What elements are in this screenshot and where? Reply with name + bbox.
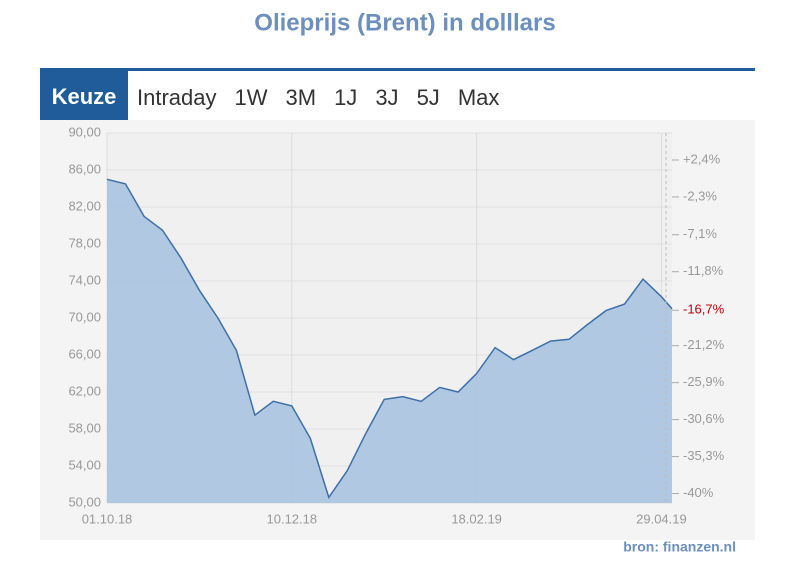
y2-tick-label: -35,3%: [683, 448, 725, 463]
y-tick-label: 90,00: [68, 124, 101, 139]
line: [106, 178, 673, 500]
axes: 50,00 54,00 58,00 62,00 66,00 70,00 74,00 78,00…: [68, 124, 724, 526]
y-tick-label: 78,00: [68, 235, 101, 250]
y-tick-label: 82,00: [68, 198, 101, 213]
tab-option[interactable]: 5J: [417, 85, 440, 110]
y-tick-label: 70,00: [68, 309, 101, 324]
y-tick-label: 66,00: [68, 346, 101, 361]
tab-option[interactable]: 1W: [235, 85, 268, 110]
top-rule: [40, 68, 755, 71]
y-tick-label: 62,00: [68, 383, 101, 398]
y-tick-label: 74,00: [68, 272, 101, 287]
y-tick-label: 54,00: [68, 457, 101, 472]
y2-tick-label: -7,1%: [683, 226, 717, 241]
source: bron: finanzen.nl: [623, 539, 736, 555]
y2-tick-label: -30,6%: [683, 411, 725, 426]
x-tick-label: 10.12.18: [267, 511, 318, 526]
y2-tick-label: +2,4%: [683, 151, 721, 166]
y-tick-label: 50,00: [68, 494, 101, 509]
tab-option[interactable]: 1J: [334, 85, 357, 110]
area: [107, 179, 672, 504]
y2-tick-label: -11,8%: [683, 263, 724, 278]
x-tick-label: 29.04.19: [636, 511, 687, 526]
x-tick-label: 18.02.19: [451, 511, 502, 526]
plot: [106, 178, 673, 504]
y2-tick-label: -16,7%: [683, 302, 725, 317]
tab-option[interactable]: Max: [458, 85, 500, 110]
tab-option[interactable]: 3J: [375, 85, 398, 110]
tab-option[interactable]: Intraday: [137, 85, 217, 110]
tab-row: Intraday 1W 3M 1J 3J 5J Max: [137, 85, 499, 110]
tab-label: Keuze: [52, 84, 117, 109]
chart-title: Olieprijs (Brent) in dolllars: [254, 9, 555, 36]
y2-tick-label: -40%: [683, 485, 714, 500]
y2-tick-label: -21,2%: [683, 337, 725, 352]
tab-option[interactable]: 3M: [286, 85, 317, 110]
x-tick-label: 01.10.18: [82, 511, 133, 526]
y-tick-label: 86,00: [68, 161, 101, 176]
y2-tick-label: -2,3%: [683, 188, 717, 203]
y2-tick-label: -25,9%: [683, 374, 725, 389]
y-tick-label: 58,00: [68, 420, 101, 435]
tab-label-box: [40, 71, 128, 120]
